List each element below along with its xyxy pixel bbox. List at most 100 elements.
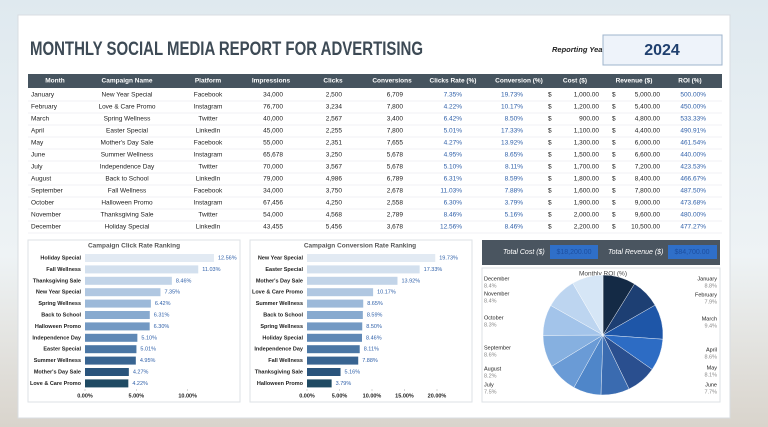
category-label: Independence Day — [32, 335, 82, 341]
column-header: Clicks Rate (%) — [430, 78, 477, 85]
value-label: 8.8% — [704, 283, 717, 289]
table-cell: 11.03% — [440, 188, 462, 195]
table-cell: Halloween Promo — [101, 200, 153, 207]
category-label: New Year Special — [36, 290, 82, 296]
currency-symbol: $ — [548, 176, 552, 183]
table-cell: 65,678 — [263, 152, 283, 159]
table-cell: Back to School — [105, 176, 149, 183]
category-label: Back to School — [263, 312, 303, 318]
bar — [307, 356, 359, 365]
table-cell: 9,000.00 — [635, 200, 661, 207]
bar — [307, 322, 363, 331]
value-label: 19.73% — [439, 255, 458, 261]
value-label: 6.42% — [155, 301, 171, 307]
column-header: Campaign Name — [102, 78, 153, 85]
legend-label: January — [697, 276, 717, 282]
value-label: 7.35% — [164, 290, 180, 296]
table-cell: October — [31, 200, 55, 207]
x-tick-label: 5.00% — [129, 393, 145, 399]
total-revenue-label: Total Revenue ($) — [608, 249, 663, 256]
table-cell: Facebook — [194, 92, 223, 99]
bar — [85, 288, 161, 297]
currency-symbol: $ — [612, 116, 616, 123]
total-cost-label: Total Cost ($) — [503, 249, 545, 256]
table-cell: 3,234 — [326, 104, 343, 111]
table-cell: 2,200.00 — [574, 224, 600, 231]
bar — [307, 299, 364, 308]
table-cell: 490.91% — [680, 128, 706, 135]
legend-label: November — [484, 291, 510, 297]
table-cell: November — [31, 212, 62, 219]
x-tick-label: 10.00% — [178, 393, 197, 399]
currency-symbol: $ — [612, 176, 616, 183]
currency-symbol: $ — [612, 128, 616, 135]
bar — [307, 276, 398, 285]
value-label: 9.4% — [704, 323, 717, 329]
table-cell: 8.11% — [505, 164, 523, 171]
table-cell: 4.27% — [444, 140, 463, 147]
table-cell: 7.88% — [505, 188, 524, 195]
bar — [307, 379, 332, 388]
table-cell: 5.01% — [444, 128, 463, 135]
value-label: 13.92% — [401, 278, 420, 284]
panel — [249, 239, 473, 403]
table-cell: March — [31, 116, 49, 123]
value-label: 12.56% — [218, 255, 237, 261]
table-cell: 10.17% — [501, 104, 523, 111]
x-tick-label: 0.00% — [77, 393, 93, 399]
table-cell: 6,789 — [387, 176, 404, 183]
table-cell: 5,400.00 — [635, 104, 661, 111]
column-header: Clicks — [323, 78, 343, 85]
table-cell: 76,700 — [263, 104, 283, 111]
table-cell: 10,500.00 — [631, 224, 660, 231]
table-cell: Instagram — [194, 152, 223, 159]
value-label: 8.46% — [366, 335, 382, 341]
currency-symbol: $ — [548, 140, 552, 147]
table-cell: 2,558 — [387, 200, 404, 207]
table-cell: Independence Day — [100, 164, 155, 171]
table-cell: 4,250 — [326, 200, 343, 207]
table-cell: 9,600.00 — [635, 212, 661, 219]
table-cell: 5.16% — [505, 212, 524, 219]
legend-label: October — [484, 315, 504, 321]
value-label: 5.01% — [140, 347, 156, 353]
table-cell: 480.00% — [680, 212, 706, 219]
year-label: Reporting Year: — [552, 45, 608, 54]
table-cell: June — [31, 152, 45, 159]
table-cell: Facebook — [194, 140, 223, 147]
table-cell: 1,100.00 — [574, 128, 600, 135]
table-cell: LinkedIn — [196, 128, 221, 135]
value-label: 8.65% — [367, 301, 383, 307]
table-cell: 6.31% — [444, 176, 463, 183]
category-label: Summer Wellness — [256, 301, 303, 307]
table-cell: 2,789 — [387, 212, 404, 219]
table-cell: 1,800.00 — [574, 176, 600, 183]
column-header: Impressions — [252, 78, 291, 85]
currency-symbol: $ — [548, 92, 552, 99]
value-label: 8.3% — [484, 322, 497, 328]
column-header: Conversions — [372, 78, 412, 85]
category-label: Halloween Promo — [35, 324, 82, 330]
table-cell: LinkedIn — [196, 224, 221, 231]
panel — [27, 239, 241, 403]
legend-label: July — [484, 382, 494, 388]
bar — [307, 288, 374, 297]
table-cell: 8,400.00 — [635, 176, 661, 183]
chart-title: Campaign Conversion Rate Ranking — [304, 243, 416, 250]
currency-symbol: $ — [612, 140, 616, 147]
table-cell: 6,600.00 — [635, 152, 661, 159]
table-cell: 12.56% — [440, 224, 462, 231]
category-label: Love & Care Promo — [30, 381, 82, 387]
column-header: Month — [45, 78, 65, 85]
value-label: 8.50% — [366, 324, 382, 330]
table-cell: 500.00% — [680, 92, 706, 99]
table-cell: 6.42% — [444, 116, 463, 123]
category-label: Holiday Special — [40, 255, 81, 261]
category-label: Thanksgiving Sale — [33, 278, 81, 284]
table-cell: August — [31, 176, 51, 183]
legend-label: August — [484, 366, 502, 372]
category-label: Love & Care Promo — [252, 290, 304, 296]
bar — [85, 379, 129, 388]
table-cell: Summer Wellness — [101, 152, 154, 159]
